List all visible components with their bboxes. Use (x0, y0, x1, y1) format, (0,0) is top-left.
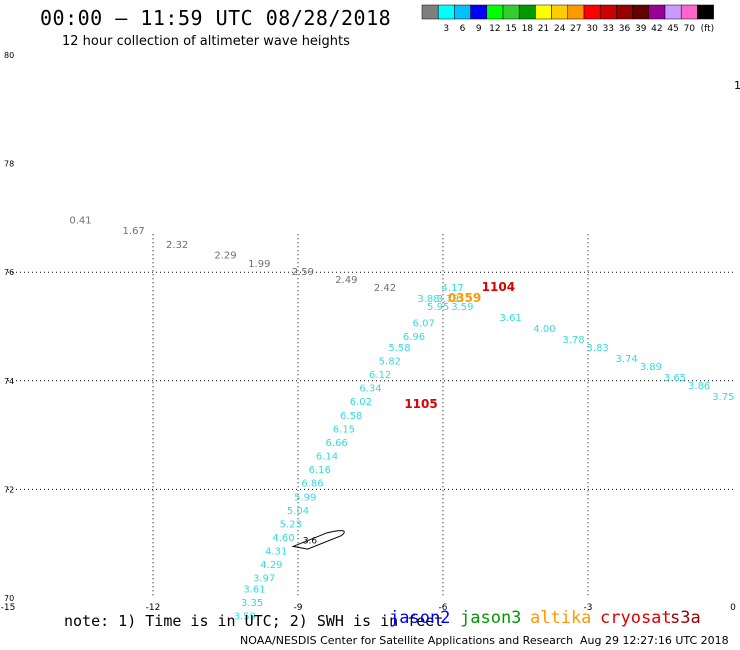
wave-height-value: 5.99 (294, 492, 316, 503)
wave-height-value: 2.29 (214, 251, 236, 262)
wave-height-value: 6.15 (333, 424, 355, 435)
pass-time-label: 1105 (404, 397, 437, 411)
wave-height-value: 5.82 (379, 357, 401, 368)
edge-label: 1 (734, 79, 740, 92)
wave-height-value: 5.95 (427, 302, 449, 313)
wave-height-value: 6.96 (403, 332, 425, 343)
lat-tick-label: 74 (4, 377, 14, 386)
lat-tick-label: 70 (4, 594, 14, 603)
legend-label: 45 (667, 24, 678, 34)
wave-height-value: 6.02 (350, 397, 372, 408)
wave-height-value: 4.17 (442, 283, 464, 294)
wave-height-value: 6.66 (326, 438, 348, 449)
legend-label: 70 (684, 24, 696, 34)
legend-label: 12 (489, 24, 500, 34)
satellite-jason3: jason3 (460, 608, 522, 628)
island-outline (291, 530, 345, 550)
legend-label: 6 (460, 24, 466, 34)
wave-height-value: 3.89 (640, 362, 662, 373)
lon-tick-label: -6 (439, 603, 448, 613)
color-legend: 3 6 9 12 15 18 21 24 27 30 33 36 39 42 45 70 (ft) (421, 4, 715, 34)
wave-height-value: 3.88 (417, 294, 439, 305)
pass-time-label: 1104 (482, 280, 515, 294)
wave-height-value: 4.31 (265, 547, 287, 558)
wave-height-value: 6.12 (369, 370, 391, 381)
island-label: 3.6 (303, 537, 318, 547)
lon-tick-label: 0 (730, 603, 736, 613)
page-title: 00:00 – 11:59 UTC 08/28/2018 (40, 6, 392, 30)
wave-height-value: 6.58 (340, 411, 362, 422)
wave-height-value: 3.65 (664, 373, 686, 384)
lon-tick-label: -15 (1, 603, 16, 613)
wave-height-value: 1.99 (248, 259, 270, 270)
wave-height-value: 3.59 (451, 302, 473, 313)
wave-height-value: 4.00 (533, 324, 555, 335)
satellite-s3a: s3a (670, 608, 701, 628)
legend-label: 18 (522, 24, 534, 34)
wave-height-value: 5.04 (287, 506, 309, 517)
wave-height-value: 2.32 (166, 240, 188, 251)
wave-height-value: 4.60 (272, 533, 294, 544)
lon-tick-label: -12 (146, 603, 161, 613)
wave-height-value: 6.07 (413, 319, 435, 330)
wave-height-value: 3.61 (500, 313, 522, 324)
wave-height-value: 3.86 (688, 381, 710, 392)
wave-height-value: 3.83 (587, 343, 609, 354)
satellite-jason2: jason2 (389, 608, 451, 628)
legend-swatch-17 (697, 4, 714, 20)
wave-height-value: 6.86 (301, 479, 323, 490)
wave-height-value: 2.59 (292, 267, 314, 278)
wave-height-value: 5.23 (280, 519, 302, 530)
pass-time-label: 0359 (448, 291, 481, 305)
wave-height-value: 3.79 (437, 294, 459, 305)
page-subtitle: 12 hour collection of altimeter wave hei… (62, 34, 350, 49)
wave-height-value: 3.74 (616, 354, 638, 365)
lat-tick-label: 80 (4, 51, 14, 60)
lat-tick-label: 72 (4, 485, 14, 494)
lat-tick-label: 78 (4, 160, 14, 169)
units-note: note: 1) Time is in UTC; 2) SWH is in fe… (64, 612, 444, 630)
footer-agency: NOAA/NESDIS Center for Satellite Applica… (240, 634, 574, 647)
satellite-cryosat: cryosat (600, 608, 672, 628)
wave-height-value: 3.59 (234, 612, 256, 623)
legend-label: 30 (586, 24, 598, 34)
wave-height-value: 3.35 (241, 598, 263, 609)
wave-height-value: 6.34 (359, 384, 381, 395)
wave-height-value: 3.61 (243, 585, 265, 596)
legend-label: 27 (570, 24, 581, 34)
legend-label: 42 (651, 24, 662, 34)
wave-height-value: 3.97 (253, 574, 275, 585)
lon-tick-label: -3 (584, 603, 593, 613)
legend-label: 15 (505, 24, 516, 34)
wave-height-value: 0.41 (69, 215, 91, 226)
legend-label: 36 (619, 24, 631, 34)
wave-height-value: 1.67 (123, 226, 145, 237)
legend-label: 33 (603, 24, 614, 34)
satellite-altika: altika (530, 608, 592, 628)
footer-timestamp: Aug 29 12:27:16 UTC 2018 (580, 634, 729, 647)
wave-height-value: 3.75 (712, 392, 734, 403)
wave-height-value: 4.29 (260, 560, 282, 571)
legend-label: 24 (554, 24, 566, 34)
legend-unit: (ft) (701, 24, 715, 34)
lat-tick-label: 76 (4, 268, 14, 277)
legend-label: 39 (635, 24, 647, 34)
lon-tick-label: -9 (294, 603, 303, 613)
wave-height-value: 2.42 (374, 283, 396, 294)
wave-height-value: 6.14 (316, 452, 338, 463)
legend-label: 3 (443, 24, 449, 34)
wave-height-value: 3.78 (562, 335, 584, 346)
wave-height-value: 5.58 (388, 343, 410, 354)
wave-height-value: 6.16 (309, 465, 331, 476)
legend-label: 9 (476, 24, 482, 34)
wave-height-value: 2.49 (335, 275, 357, 286)
footer: NOAA/NESDIS Center for Satellite Applica… (240, 634, 729, 647)
legend-label: 21 (538, 24, 549, 34)
